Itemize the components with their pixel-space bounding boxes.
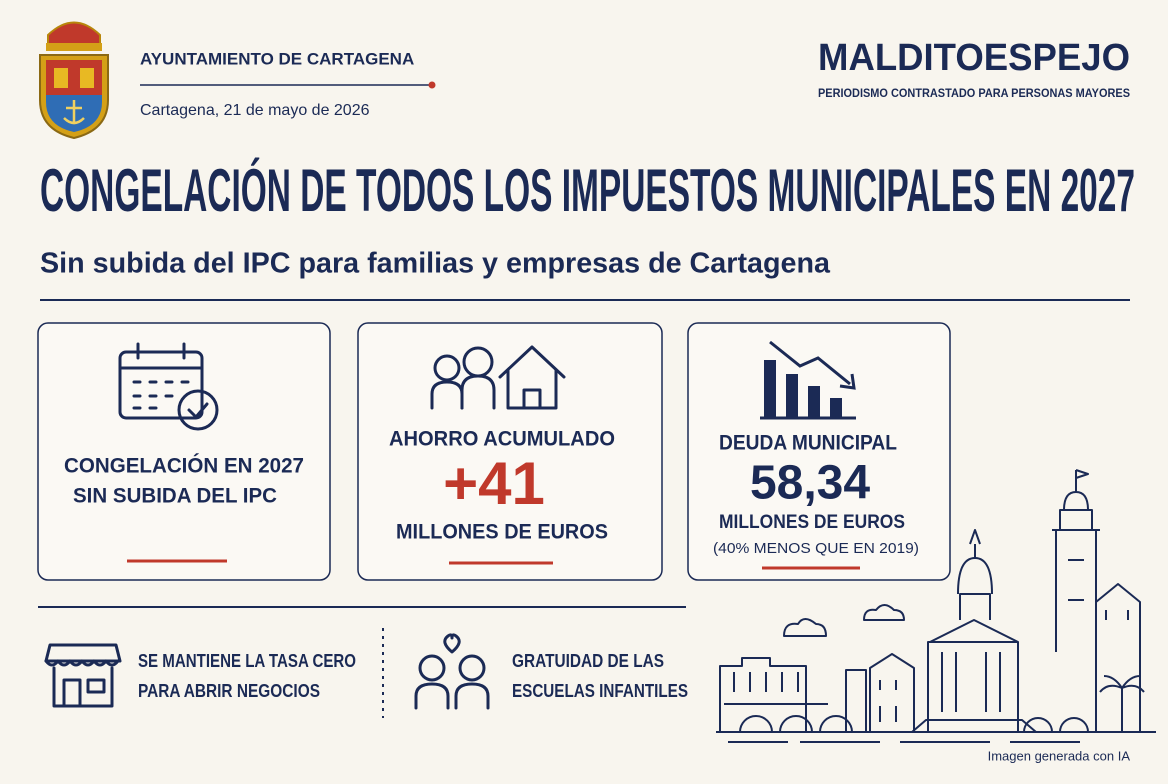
tagline: PERIODISMO CONTRASTADO PARA PERSONAS MAY… — [818, 86, 1130, 100]
shop-icon-part — [44, 659, 120, 667]
skyline-illustration-part — [869, 653, 915, 732]
children-icon-part — [418, 654, 446, 682]
card-unit: MILLONES DE EUROS — [719, 512, 905, 533]
calendar-icon-part — [187, 402, 209, 419]
skyline-illustration-part — [783, 618, 827, 637]
skyline-illustration-part — [959, 593, 991, 620]
measure-text: ESCUELAS INFANTILES — [512, 681, 688, 701]
skyline-illustration-part — [845, 669, 867, 732]
skyline-illustration-part — [1055, 529, 1097, 652]
shop-icon-part — [44, 643, 122, 663]
calendar-icon-part — [132, 380, 190, 410]
family-home-icon-part — [498, 345, 566, 410]
coat-of-arms-part — [63, 100, 85, 125]
declining-chart-icon-part — [808, 386, 820, 418]
family-home-icon-part — [433, 354, 461, 382]
coat-of-arms-part — [54, 68, 68, 88]
children-icon-part — [414, 682, 450, 710]
card — [687, 322, 951, 581]
declining-chart-icon-part — [769, 340, 851, 386]
skyline-illustration-part — [1068, 559, 1084, 601]
date: Cartagena, 21 de mayo de 2026 — [140, 102, 370, 119]
skyline-illustration-part — [1095, 583, 1141, 732]
children-icon-part — [458, 654, 486, 682]
skyline-illustration-part — [929, 619, 1019, 643]
declining-chart-icon-part — [786, 374, 798, 418]
declining-chart-icon-part — [839, 373, 856, 390]
card-label: DEUDA MUNICIPAL — [719, 432, 897, 455]
skyline-illustration — [716, 469, 1156, 743]
shop-icon — [44, 643, 122, 708]
card-label: AHORRO ACUMULADO — [389, 428, 615, 451]
skyline-illustration-part — [1023, 717, 1089, 733]
headline-subtitle: Sin subida del IPC para familias y empre… — [40, 248, 831, 280]
declining-chart-icon-part — [764, 360, 776, 418]
children-icon — [414, 633, 490, 710]
declining-chart-icon-part — [830, 398, 842, 418]
skyline-illustration-part — [1099, 675, 1145, 732]
skyline-illustration-part — [739, 715, 853, 733]
coat-of-arms-part — [80, 68, 94, 88]
family-home-icon — [430, 345, 566, 410]
measure-text: GRATUIDAD DE LAS — [512, 651, 664, 671]
skyline-illustration-part — [1105, 610, 1129, 620]
skyline-illustration-part — [957, 557, 993, 595]
calendar-icon-part — [177, 389, 219, 431]
card-unit: MILLONES DE EUROS — [396, 521, 608, 544]
skyline-illustration-part — [1063, 469, 1089, 511]
card-text: CONGELACIÓN EN 2027 — [64, 454, 304, 478]
skyline-illustration-part — [969, 529, 981, 558]
children-icon-part — [443, 633, 461, 654]
skyline-illustration-part — [1052, 509, 1100, 531]
skyline-illustration-part — [879, 680, 897, 722]
headline-title: CONGELACIÓN DE TODOS LOS IMPUESTOS MUNIC… — [40, 157, 1135, 224]
calendar-icon-part — [118, 350, 204, 420]
skyline-illustration-part — [733, 672, 799, 692]
measure-text: SE MANTIENE LA TASA CERO — [138, 651, 356, 671]
card-text: SIN SUBIDA DEL IPC — [73, 485, 277, 508]
brand: MALDITOESPEJO — [818, 37, 1130, 79]
credit: Imagen generada con IA — [988, 748, 1131, 763]
card — [37, 322, 331, 581]
card-value: 58,34 — [750, 457, 870, 510]
family-home-icon-part — [460, 374, 496, 410]
calendar-icon — [118, 342, 219, 431]
coat-of-arms — [39, 21, 109, 140]
skyline-illustration-part — [719, 657, 807, 732]
shop-icon-part — [52, 666, 114, 708]
organization: AYUNTAMIENTO DE CARTAGENA — [140, 49, 414, 68]
skyline-illustration-part — [941, 652, 1001, 712]
skyline-illustration-part — [911, 719, 1037, 733]
card-note: (40% MENOS QUE EN 2019) — [713, 540, 919, 557]
coat-of-arms-part — [46, 43, 102, 51]
card-value: +41 — [443, 450, 545, 517]
skyline-illustration-part — [863, 604, 905, 621]
declining-chart-icon — [760, 340, 856, 420]
measure-text: PARA ABRIR NEGOCIOS — [138, 681, 320, 701]
coat-of-arms-part — [47, 21, 101, 46]
header-dot — [428, 81, 436, 89]
skyline-illustration-part — [927, 641, 1019, 732]
children-icon-part — [454, 682, 490, 710]
